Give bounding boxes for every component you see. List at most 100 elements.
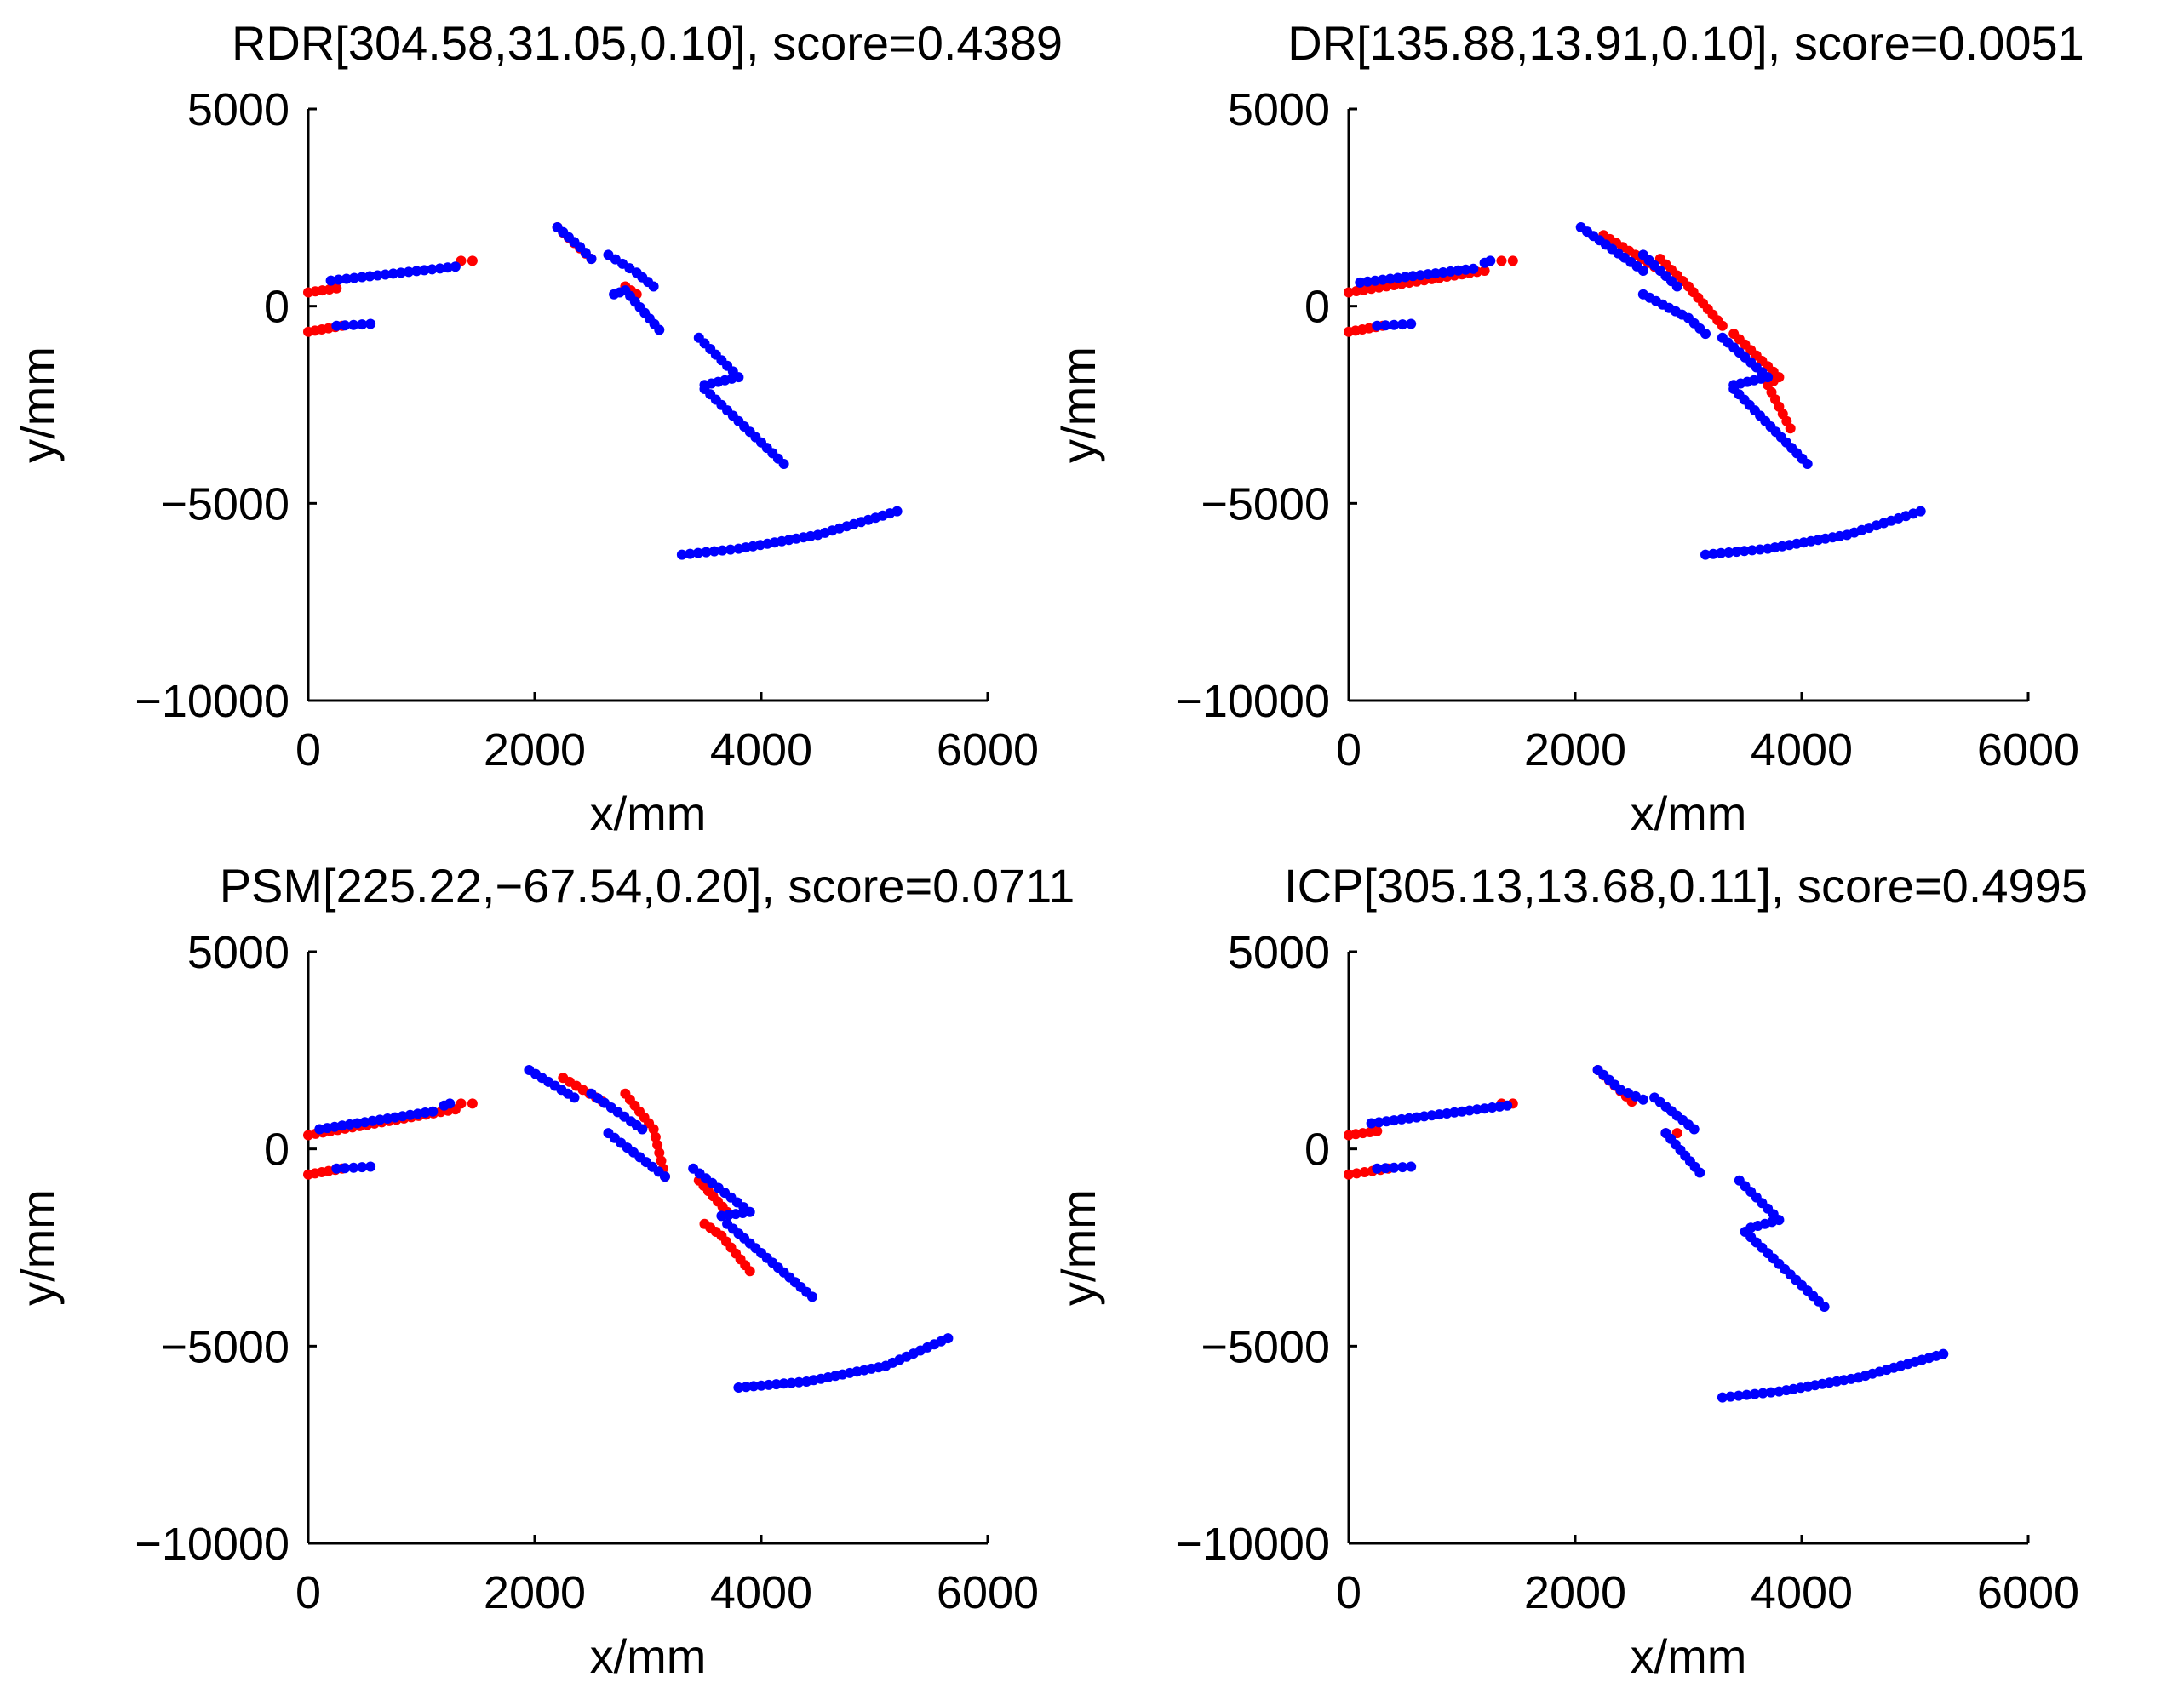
scan-point xyxy=(1739,546,1750,557)
scan-point xyxy=(420,1107,431,1118)
scan-point xyxy=(756,1380,766,1391)
scan-point xyxy=(1453,265,1464,276)
x-tick-label: 0 xyxy=(1336,724,1361,775)
scan-point xyxy=(1372,1163,1383,1174)
scan-point xyxy=(450,261,461,272)
scan-point xyxy=(380,269,391,280)
scan-point xyxy=(786,1377,797,1388)
x-tick-label: 6000 xyxy=(1977,1567,2079,1618)
x-tick-label: 0 xyxy=(295,724,321,775)
scan-point xyxy=(331,320,342,331)
reference-point xyxy=(1479,266,1490,276)
scan-point xyxy=(382,1113,393,1124)
x-tick-labels: 0 2000 4000 6000 xyxy=(295,1567,1039,1618)
x-tick-label: 6000 xyxy=(937,724,1039,775)
scan-point xyxy=(1749,1388,1760,1399)
y-tick-label: 0 xyxy=(1304,1125,1330,1176)
scan-point xyxy=(1380,320,1391,331)
reference-point xyxy=(744,1266,755,1277)
reference-point xyxy=(1344,1169,1354,1180)
scan-point xyxy=(1487,1102,1498,1113)
scan-point xyxy=(357,319,368,330)
x-tick-label: 6000 xyxy=(1977,724,2079,775)
scan-point xyxy=(806,1291,817,1302)
scan-point xyxy=(1445,266,1456,277)
scan-point xyxy=(733,1382,744,1393)
scan-point xyxy=(331,1163,342,1174)
scan-point xyxy=(1437,267,1448,278)
scan-point xyxy=(1380,1163,1391,1174)
scan-point xyxy=(357,272,368,283)
subplot-title: PSM[225.22,−67.54,0.20], score=0.0711 xyxy=(220,859,1075,913)
scan-point xyxy=(716,1210,727,1222)
reference-point xyxy=(1507,255,1518,266)
scan-point xyxy=(741,1382,752,1393)
scan-point xyxy=(404,266,414,278)
scan-point xyxy=(404,1109,416,1120)
scan-point xyxy=(676,549,687,560)
scan-point xyxy=(367,1115,378,1126)
y-tick-label: −10000 xyxy=(1175,1519,1330,1570)
reference-point xyxy=(656,1155,667,1166)
scan-point xyxy=(364,271,375,282)
reference-point xyxy=(456,1098,467,1109)
y-tick-label: 0 xyxy=(1304,282,1330,333)
scan-point xyxy=(1396,1113,1407,1125)
scan-point xyxy=(1366,1118,1377,1129)
scan-point xyxy=(1733,1390,1744,1401)
scan-point xyxy=(412,1108,423,1119)
scan-point xyxy=(1362,276,1373,287)
x-tick-label: 4000 xyxy=(1751,1567,1853,1618)
subplot-rdr: RDR[304.58,31.05,0.10], score=0.4389 0 2… xyxy=(11,16,1063,840)
scan-point xyxy=(322,1123,333,1134)
scan-point xyxy=(771,1379,782,1390)
scan-point xyxy=(390,1112,400,1123)
scan-point xyxy=(637,1124,648,1135)
x-tick-labels: 0 2000 4000 6000 xyxy=(1336,1567,2079,1618)
scan-point xyxy=(1407,271,1419,282)
reference-point xyxy=(1344,287,1354,298)
scan-point xyxy=(586,254,597,265)
scan-point xyxy=(1457,1106,1467,1117)
x-tick-label: 4000 xyxy=(710,724,812,775)
scan-point xyxy=(763,1379,774,1390)
scan-point xyxy=(1471,1104,1482,1115)
data-points xyxy=(303,1065,954,1393)
reference-point xyxy=(648,1124,659,1135)
scan-point xyxy=(1355,277,1366,288)
y-axis-label: y/mm xyxy=(1052,346,1105,463)
scan-point xyxy=(1479,1103,1490,1114)
scan-point xyxy=(725,544,736,555)
scan-point xyxy=(348,1162,359,1173)
scan-point xyxy=(340,1163,351,1174)
reference-point xyxy=(654,1147,665,1159)
scan-point xyxy=(1464,1105,1475,1116)
reference-point xyxy=(467,255,478,266)
y-tick-label: −5000 xyxy=(160,478,289,529)
scan-point xyxy=(348,319,359,330)
scan-point xyxy=(357,1162,368,1173)
y-tick-label: −5000 xyxy=(1201,1321,1330,1372)
scan-point xyxy=(1731,547,1742,558)
y-tick-label: 5000 xyxy=(187,84,289,135)
scan-point xyxy=(1449,1107,1460,1118)
scan-point xyxy=(365,318,376,329)
scan-point xyxy=(333,274,344,285)
subplot-title: ICP[305.13,13.68,0.11], score=0.4995 xyxy=(1284,859,2088,913)
scan-point xyxy=(1716,547,1727,558)
scan-point xyxy=(648,281,659,292)
scan-point xyxy=(1372,320,1383,331)
scan-point xyxy=(1400,272,1411,283)
scan-point xyxy=(1460,264,1471,275)
scan-point xyxy=(397,1111,408,1122)
data-points xyxy=(1344,222,1926,560)
y-tick-label: −10000 xyxy=(135,676,289,727)
reference-point xyxy=(1359,1167,1370,1177)
scan-point xyxy=(1370,275,1380,286)
scan-point xyxy=(340,320,351,331)
scan-point xyxy=(1434,1109,1445,1120)
y-tick-label: 5000 xyxy=(1228,927,1330,978)
scan-point xyxy=(1389,319,1400,330)
subplot-icp: ICP[305.13,13.68,0.11], score=0.4995 0 2… xyxy=(1052,859,2088,1683)
